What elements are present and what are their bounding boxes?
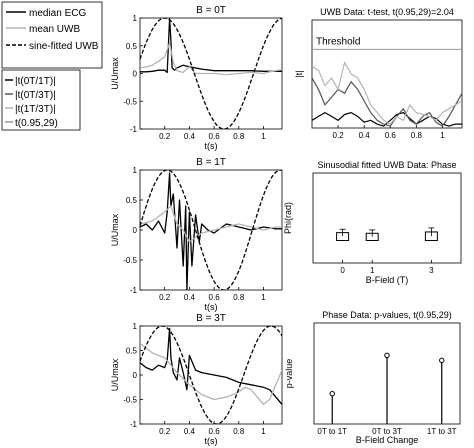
xtick-label-ttest-1: 0.4 xyxy=(359,131,371,140)
chart-title-b3: B = 3T xyxy=(196,313,226,324)
ytick-label-b3-4: 1 xyxy=(133,322,138,331)
xtick-label-b0-0: 0.2 xyxy=(159,132,171,141)
ytick-label-b3-1: -0.5 xyxy=(123,396,137,405)
chart-title-b1: B = 1T xyxy=(196,157,226,168)
ylabel-phase: Phi(rad) xyxy=(283,202,293,234)
ytick-label-b1-4: 1 xyxy=(133,166,138,175)
xtick-label-b3-0: 0.2 xyxy=(159,427,171,436)
ytick-label-b0-0: -1 xyxy=(130,125,138,134)
series-b0-2 xyxy=(140,18,282,129)
ytick-label-b0-4: 1 xyxy=(133,14,138,23)
chart-pvalues: Phase Data: p-values, t(0.95,29) B-Field … xyxy=(284,310,461,445)
axes-box-phase xyxy=(312,172,462,264)
xtick-label-b0-1: 0.4 xyxy=(184,132,196,141)
axes-box-ttest xyxy=(311,19,463,129)
series-b3-1 xyxy=(140,342,282,406)
series-b3-0 xyxy=(140,327,282,405)
ytick-label-b3-2: 0 xyxy=(133,371,138,380)
plot-area-b1 xyxy=(140,170,282,290)
xtick-label-ttest-4: 1 xyxy=(440,131,445,140)
legend-label-t01: |t(0T/1T)| xyxy=(15,76,56,87)
chart-title-ttest: UWB Data: t-test, t(0.95,29)=2.04 xyxy=(320,7,454,17)
ytick-label-b1-3: 0.5 xyxy=(126,196,138,205)
chart-b0: B = 0T -1 -0.5 0 0.5 1 0.2 0.4 0.6 0.8 1 t(s) U/Umax xyxy=(110,5,283,151)
series-ttest-2 xyxy=(312,61,462,125)
series-b3-2 xyxy=(140,326,282,424)
chart-b3: B = 3T -1 -0.5 0 0.5 1 0.2 0.4 0.6 0.8 1 t(s) U/Umax xyxy=(110,313,283,446)
stem-marker-0 xyxy=(329,391,335,397)
xtick-label-b1-3: 0.8 xyxy=(233,293,245,302)
xtick-label-ttest-0: 0.2 xyxy=(333,131,345,140)
ylabel-b1: U/Umax xyxy=(110,213,120,246)
legend-ttest: |t(0T/1T)| |t(0T/3T)| |t(1T/3T)| t(0.95,… xyxy=(1,69,81,131)
legend-label-median-ecg: median ECG xyxy=(29,8,86,19)
xtick-label-b0-2: 0.6 xyxy=(209,132,221,141)
legend-label-sine-fitted: sine-fitted UWB xyxy=(29,41,99,52)
ytick-label-b1-0: -1 xyxy=(130,286,138,295)
series-b1-0 xyxy=(140,172,282,290)
chart-phase: Sinusodial fitted UWB Data: Phase B-Field… xyxy=(283,160,462,285)
xlabel-phase: B-Field (T) xyxy=(366,275,409,285)
ylabel-ttest: |t| xyxy=(294,70,304,77)
xlabel-b0: t(s) xyxy=(205,141,218,151)
legend-signals: median ECG mean UWB sine-fitted UWB xyxy=(1,1,103,69)
xtick-label-b1-2: 0.6 xyxy=(209,293,221,302)
plot-area-ttest xyxy=(312,48,462,127)
series-b0-0 xyxy=(140,18,282,74)
xtick-label-pvalue-1: 0T to 3T xyxy=(372,427,402,436)
xtick-label-ttest-3: 0.8 xyxy=(411,131,423,140)
xtick-label-b0-3: 0.8 xyxy=(233,132,245,141)
xlabel-pvalues: B-Field Change xyxy=(356,435,419,445)
ytick-label-b3-0: -1 xyxy=(130,420,138,429)
ytick-label-b1-1: -0.5 xyxy=(123,256,137,265)
ylabel-pvalues: p-value xyxy=(284,359,294,389)
xtick-label-b1-1: 0.4 xyxy=(184,293,196,302)
xtick-label-b3-2: 0.6 xyxy=(209,427,221,436)
series-ttest-1 xyxy=(312,77,462,127)
legend-label-tcrit: t(0.95,29) xyxy=(15,118,58,129)
chart-title-b0: B = 0T xyxy=(196,5,226,16)
series-b1-1 xyxy=(140,205,282,243)
stem-marker-1 xyxy=(384,352,390,359)
xlabel-b1: t(s) xyxy=(205,302,218,312)
xtick-label-b3-1: 0.4 xyxy=(184,427,196,436)
ytick-label-b0-2: 0 xyxy=(133,70,138,79)
plot-area-b3 xyxy=(140,326,282,424)
xtick-label-b3-4: 1 xyxy=(261,427,266,436)
legend-label-t03: |t(0T/3T)| xyxy=(15,90,56,101)
legend-signals-box xyxy=(1,1,103,69)
xtick-label-pvalue-0: 0T to 1T xyxy=(317,427,347,436)
xtick-label-ttest-2: 0.6 xyxy=(385,131,397,140)
xtick-label-pvalue-2: 1T to 3T xyxy=(427,427,457,436)
ytick-label-b1-2: 0 xyxy=(133,226,138,235)
chart-ttest: UWB Data: t-test, t(0.95,29)=2.04 0.2 0.4 0… xyxy=(294,7,463,140)
ylabel-b0: U/Umax xyxy=(110,57,120,90)
xtick-label-phase-1: 1 xyxy=(370,266,375,275)
axes-box-b1 xyxy=(139,169,283,291)
xtick-label-b1-4: 1 xyxy=(261,293,266,302)
chart-panels: B = 0T -1 -0.5 0 0.5 1 0.2 0.4 0.6 0.8 1 t(s) U/Umax… xyxy=(110,5,463,446)
xtick-label-phase-2: 3 xyxy=(429,266,434,275)
chart-title-pvalues: Phase Data: p-values, t(0.95,29) xyxy=(322,310,452,320)
xlabel-b3: t(s) xyxy=(205,436,218,446)
threshold-label: Threshold xyxy=(316,36,360,47)
series-b1-2 xyxy=(140,170,282,290)
legend-label-t13: |t(1T/3T)| xyxy=(15,104,56,115)
xtick-label-b1-0: 0.2 xyxy=(159,293,171,302)
plot-area-b0 xyxy=(140,18,282,129)
chart-title-phase: Sinusodial fitted UWB Data: Phase xyxy=(317,160,456,170)
ylabel-b3: U/Umax xyxy=(110,358,120,391)
ytick-label-b0-1: -0.5 xyxy=(123,97,137,106)
xtick-label-b3-3: 0.8 xyxy=(233,427,245,436)
ytick-label-b3-3: 0.5 xyxy=(126,347,138,356)
legend-ttest-box xyxy=(1,69,81,131)
ytick-label-b0-3: 0.5 xyxy=(126,42,138,51)
xtick-label-b0-4: 1 xyxy=(261,132,266,141)
stem-marker-2 xyxy=(439,357,445,364)
chart-b1: B = 1T -1 -0.5 0 0.5 1 0.2 0.4 0.6 0.8 1 t(s) U/Umax xyxy=(110,157,283,312)
xtick-label-phase-0: 0 xyxy=(340,266,345,275)
legend-label-mean-uwb: mean UWB xyxy=(29,24,80,35)
